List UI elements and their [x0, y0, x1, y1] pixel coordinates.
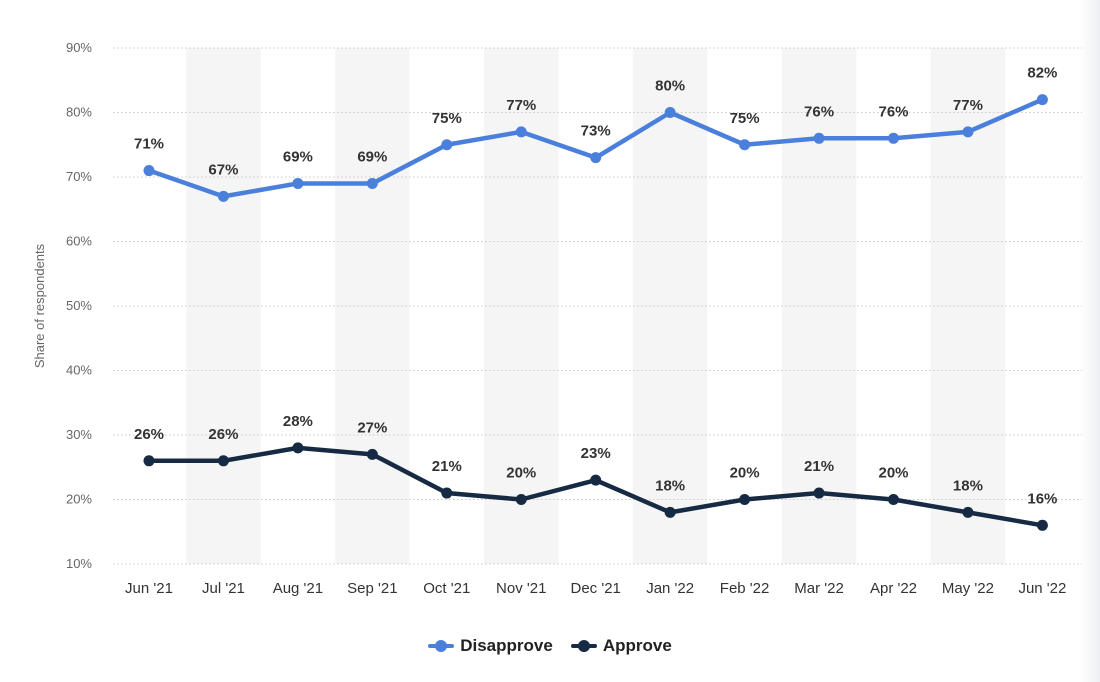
data-label-disapprove: 75% — [730, 110, 760, 127]
series-points — [143, 94, 1048, 531]
data-point-approve[interactable] — [292, 442, 304, 454]
data-point-approve[interactable] — [813, 487, 825, 499]
legend-label-approve: Approve — [602, 636, 672, 655]
data-label-disapprove: 77% — [953, 97, 983, 114]
y-tick-label: 10% — [66, 556, 92, 571]
data-label-disapprove: 82% — [1027, 65, 1057, 82]
data-label-approve: 26% — [208, 426, 238, 443]
data-label-disapprove: 67% — [208, 161, 238, 178]
data-point-disapprove[interactable] — [515, 126, 527, 138]
gridlines — [113, 47, 1082, 565]
data-label-disapprove: 77% — [506, 97, 536, 114]
data-label-approve: 28% — [283, 413, 313, 430]
data-point-disapprove[interactable] — [217, 190, 229, 202]
data-label-approve: 18% — [655, 477, 685, 494]
data-point-disapprove[interactable] — [813, 132, 825, 144]
data-point-approve[interactable] — [217, 455, 229, 467]
data-point-disapprove[interactable] — [962, 126, 974, 138]
y-tick-label: 20% — [66, 492, 92, 507]
data-point-approve[interactable] — [664, 506, 676, 518]
data-label-disapprove: 76% — [878, 103, 908, 120]
data-point-disapprove[interactable] — [366, 177, 378, 189]
y-tick-label: 70% — [66, 169, 92, 184]
data-point-disapprove[interactable] — [441, 139, 453, 151]
data-point-approve[interactable] — [1036, 519, 1048, 531]
y-tick-label: 60% — [66, 234, 92, 249]
data-label-approve: 20% — [730, 465, 760, 482]
data-label-disapprove: 69% — [283, 148, 313, 165]
data-label-approve: 16% — [1027, 490, 1057, 507]
legend-item-disapprove[interactable]: Disapprove — [428, 636, 553, 656]
data-label-disapprove: 71% — [134, 136, 164, 153]
data-label-approve: 21% — [804, 458, 834, 475]
x-tick-label: Aug '21 — [273, 580, 323, 597]
x-tick-label: Feb '22 — [720, 580, 770, 597]
legend: Disapprove Approve — [0, 636, 1100, 656]
x-tick-label: Jun '21 — [125, 580, 173, 597]
data-point-approve[interactable] — [739, 494, 751, 505]
legend-swatch-approve — [570, 639, 597, 653]
data-label-approve: 20% — [506, 465, 536, 482]
data-point-disapprove[interactable] — [739, 139, 751, 151]
data-point-disapprove[interactable] — [143, 165, 155, 177]
legend-item-approve[interactable]: Approve — [570, 636, 672, 656]
x-tick-label: Jan '22 — [646, 580, 694, 597]
right-edge-shadow — [1080, 0, 1100, 682]
data-label-approve: 18% — [953, 477, 983, 494]
x-tick-label: Nov '21 — [496, 580, 546, 597]
x-tick-label: Apr '22 — [870, 580, 917, 597]
data-label-approve: 27% — [357, 419, 387, 436]
x-tick-label: Oct '21 — [423, 580, 470, 597]
data-label-approve: 26% — [134, 426, 164, 443]
data-point-disapprove[interactable] — [888, 132, 899, 144]
x-tick-label: Jun '22 — [1018, 580, 1066, 597]
x-tick-label: Dec '21 — [571, 580, 621, 597]
x-tick-label: Mar '22 — [794, 580, 844, 597]
data-point-disapprove[interactable] — [664, 107, 676, 118]
data-point-approve[interactable] — [143, 455, 155, 467]
x-tick-label: Jul '21 — [202, 580, 245, 597]
data-point-approve[interactable] — [888, 494, 899, 505]
x-tick-label: Sep '21 — [347, 580, 397, 597]
data-label-approve: 23% — [581, 445, 611, 462]
y-axis-label: Share of respondents — [32, 243, 47, 368]
data-label-disapprove: 76% — [804, 103, 834, 120]
data-labels: 71% 67% 69% 69% 75% 77% 73% 80% 75% 76% 76% 77% 82% 2… — [134, 65, 1057, 508]
data-point-approve[interactable] — [590, 474, 602, 486]
x-axis-ticks: Jun '21 Jul '21 Aug '21 Sep '21 Oct '21 Nov '… — [125, 580, 1066, 597]
data-point-approve[interactable] — [962, 506, 974, 518]
data-label-disapprove: 73% — [581, 123, 611, 140]
legend-label-disapprove: Disapprove — [460, 636, 553, 655]
data-label-disapprove: 80% — [655, 78, 685, 95]
y-tick-label: 90% — [66, 40, 92, 55]
data-point-approve[interactable] — [515, 494, 527, 505]
data-label-approve: 20% — [878, 465, 908, 482]
legend-dot-approve — [577, 640, 590, 652]
y-axis-ticks: 10% 20% 30% 40% 50% 60% 70% 80% 90% — [66, 40, 92, 571]
data-point-disapprove[interactable] — [1036, 94, 1048, 106]
data-label-disapprove: 69% — [357, 148, 387, 165]
data-point-disapprove[interactable] — [292, 177, 304, 189]
column-band — [186, 48, 261, 564]
y-tick-label: 50% — [66, 298, 92, 313]
y-tick-label: 40% — [66, 363, 92, 378]
legend-dot-disapprove — [435, 640, 448, 652]
data-point-approve[interactable] — [366, 448, 378, 460]
data-label-approve: 21% — [432, 458, 462, 475]
line-chart: 10% 20% 30% 40% 50% 60% 70% 80% 90% Share of res… — [32, 40, 1082, 597]
y-tick-label: 30% — [66, 427, 92, 442]
y-tick-label: 80% — [66, 105, 92, 120]
data-label-disapprove: 75% — [432, 110, 462, 127]
data-point-approve[interactable] — [441, 487, 453, 499]
legend-swatch-disapprove — [428, 639, 455, 653]
data-point-disapprove[interactable] — [590, 152, 602, 164]
x-tick-label: May '22 — [942, 580, 994, 597]
